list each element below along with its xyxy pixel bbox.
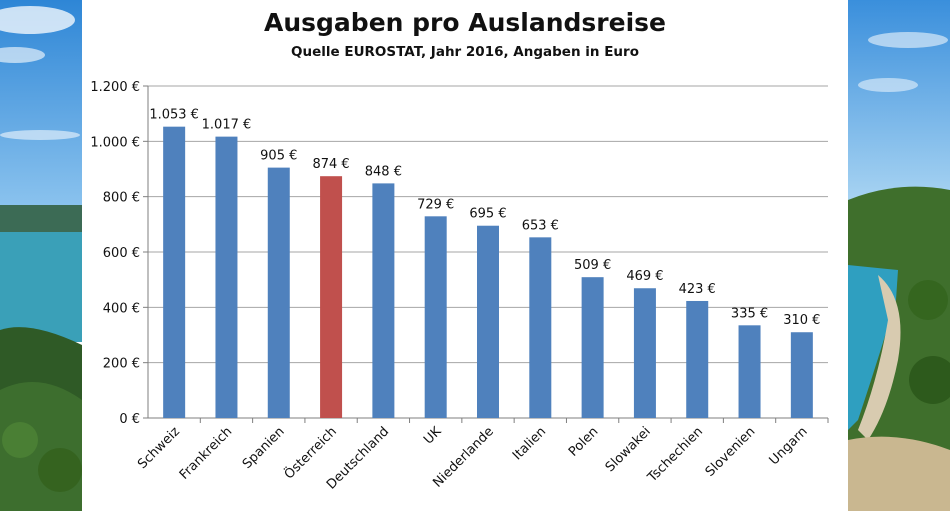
- data-label: 469 €: [626, 269, 663, 284]
- bar-niederlande: [477, 225, 499, 418]
- y-tick-label: 800 €: [103, 191, 140, 206]
- bar-slovenien: [738, 325, 761, 418]
- x-tick-label: Frankreich: [177, 424, 235, 482]
- data-label: 1.053 €: [149, 108, 199, 123]
- data-label: 310 €: [783, 313, 820, 328]
- bar-ungarn: [790, 332, 813, 418]
- bar-tschechien: [686, 300, 709, 418]
- bar-schweiz: [163, 126, 186, 419]
- x-tick-label: Spanien: [240, 424, 288, 472]
- data-label: 335 €: [731, 306, 768, 321]
- x-tick-label: Tschechien: [644, 424, 706, 486]
- bar-chart: 0 € 200 € 400 € 600 € 800 € 1.000 € 1.200 € 1.0…: [90, 80, 829, 493]
- x-tick-label: Italien: [510, 424, 549, 463]
- data-label: 423 €: [679, 282, 716, 297]
- x-tick-label: UK: [421, 424, 445, 448]
- chart-panel: Ausgaben pro Auslandsreise Quelle EUROST…: [82, 0, 848, 511]
- background-photo-left: [0, 0, 82, 511]
- bar-spanien: [267, 167, 290, 418]
- x-tick-label: Österreich: [280, 423, 340, 483]
- y-tick-label: 1.200 €: [90, 80, 140, 95]
- bar-italien: [529, 237, 552, 418]
- data-label: 905 €: [260, 149, 297, 164]
- x-tick-label: Schweiz: [135, 424, 183, 472]
- bar-österreich: [320, 176, 343, 418]
- data-label: 848 €: [365, 164, 402, 179]
- y-tick-label: 600 €: [103, 246, 140, 261]
- background-photo-right: [848, 0, 950, 511]
- y-tick-label: 400 €: [103, 301, 140, 316]
- y-tick-label: 0 €: [119, 412, 140, 427]
- data-label: 1.017 €: [202, 118, 252, 133]
- y-tick-label: 1.000 €: [90, 135, 140, 150]
- bar-frankreich: [215, 136, 238, 418]
- bar-deutschland: [372, 183, 395, 418]
- y-tick-label: 200 €: [103, 357, 140, 372]
- x-tick-label: Ungarn: [767, 424, 811, 468]
- data-label: 695 €: [469, 207, 506, 222]
- bar-slowakei: [633, 288, 656, 418]
- bar-polen: [581, 277, 604, 418]
- chart-subtitle: Quelle EUROSTAT, Jahr 2016, Angaben in E…: [291, 44, 639, 60]
- x-tick-label: Slovenien: [703, 424, 759, 480]
- data-label: 653 €: [522, 218, 559, 233]
- data-label: 509 €: [574, 258, 611, 273]
- bar-uk: [424, 216, 447, 418]
- x-tick-label: Polen: [566, 424, 601, 459]
- x-tick-label: Slowakei: [603, 424, 654, 475]
- data-label: 874 €: [312, 157, 349, 172]
- chart-title: Ausgaben pro Auslandsreise: [264, 8, 666, 37]
- data-label: 729 €: [417, 197, 454, 212]
